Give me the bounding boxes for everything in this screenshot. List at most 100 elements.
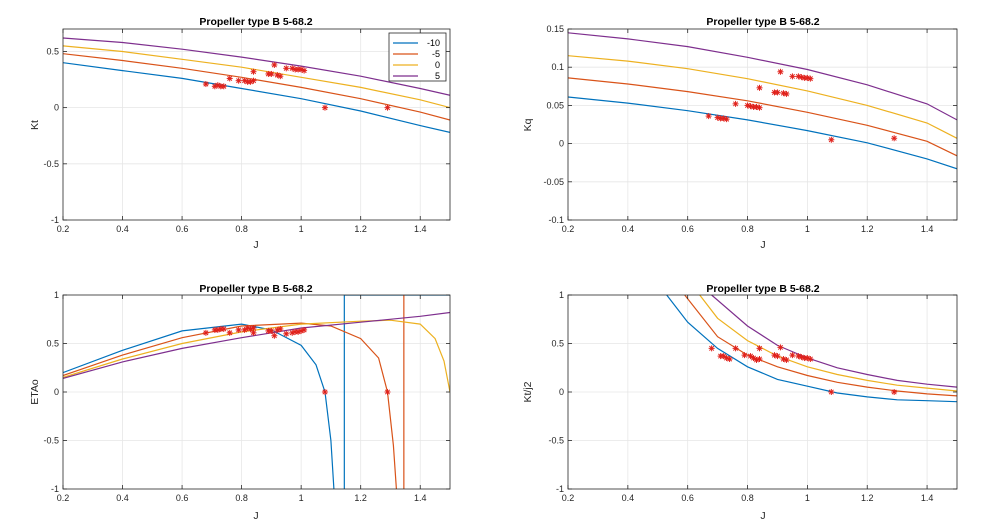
data-marker: [283, 330, 290, 337]
x-tick-label: 0.4: [116, 224, 129, 234]
marker-group: [705, 68, 898, 143]
data-marker: [268, 70, 275, 77]
x-tick-label: 0.8: [741, 224, 754, 234]
data-marker: [277, 325, 284, 332]
data-marker: [807, 75, 814, 82]
data-marker: [777, 344, 784, 351]
x-tick-label: 1.4: [921, 493, 934, 503]
data-marker: [220, 83, 227, 90]
data-marker: [774, 89, 781, 96]
y-axis-label: Kt/j2: [522, 381, 534, 402]
panel-title: Propeller type B 5-68.2: [199, 283, 312, 295]
x-tick-label: 0.8: [235, 224, 248, 234]
x-tick-label: 0.8: [235, 493, 248, 503]
data-marker: [723, 116, 730, 123]
data-marker: [250, 77, 257, 84]
data-marker: [321, 389, 328, 395]
y-tick-label: -0.5: [43, 159, 59, 169]
data-marker: [828, 136, 835, 143]
data-marker: [807, 356, 814, 363]
x-tick-label: 0.6: [176, 224, 189, 234]
series-line--10: [568, 96, 957, 170]
series-line--10: [666, 295, 957, 403]
series-line-0: [63, 319, 450, 393]
data-marker: [741, 352, 748, 359]
data-marker: [226, 329, 233, 336]
y-tick-label: 0.1: [551, 62, 564, 72]
marker-group: [202, 61, 391, 111]
legend-box: [388, 32, 447, 82]
x-tick-label: 1.2: [354, 493, 367, 503]
data-marker: [235, 77, 242, 84]
series-line-5: [711, 295, 957, 388]
series-line--5: [568, 77, 957, 157]
series-line-0: [699, 295, 957, 392]
x-tick-label: 0.4: [622, 224, 635, 234]
x-tick-label: 0.4: [622, 493, 635, 503]
series-line-0: [568, 55, 957, 139]
data-marker: [777, 68, 784, 75]
x-tick-label: 1: [299, 493, 304, 503]
panel-kq: Propeller type B 5-68.2 J Kq 0.2 0.4 0.6 0.…: [522, 16, 958, 251]
axes-box: [567, 28, 958, 221]
data-marker: [891, 135, 898, 142]
series-line--5: [63, 53, 450, 121]
axes-box: [62, 28, 451, 221]
legend-entry: 0: [393, 60, 440, 70]
x-axis-label: J: [253, 510, 258, 522]
panel-etao: Propeller type B 5-68.2 J ETAo 0.2 0.4 0.6…: [29, 283, 451, 522]
legend-label: -10: [427, 38, 440, 48]
x-axis-label: J: [760, 239, 765, 251]
plot-area: 0.2 0.4 0.6 0.8 1 1.2 1.4 -1 -0.5 0 0.5: [43, 28, 451, 234]
data-marker: [756, 356, 763, 363]
panel-ktj2: Propeller type B 5-68.2 J Kt/j2 0.2 0.4 0.…: [522, 283, 958, 522]
y-tick-label: -1: [51, 484, 59, 494]
data-marker: [756, 84, 763, 91]
legend-label: 0: [435, 60, 440, 70]
data-marker: [828, 389, 835, 395]
data-marker: [384, 104, 391, 111]
y-tick-label: 0: [54, 103, 59, 113]
y-tick-label: 0.5: [46, 339, 59, 349]
series-line--10: [63, 323, 335, 489]
y-tick-label: -0.05: [543, 177, 564, 187]
y-tick-label: 0: [559, 387, 564, 397]
series-line--5: [684, 295, 957, 397]
x-tick-label: 0.6: [176, 493, 189, 503]
x-tick-label: 1.2: [861, 493, 874, 503]
data-marker: [732, 345, 739, 352]
y-tick-label: -0.1: [548, 215, 564, 225]
y-tick-label: 1: [559, 290, 564, 300]
y-axis-label: ETAo: [29, 379, 41, 405]
marker-group: [202, 324, 391, 395]
y-tick-label: 0.5: [46, 46, 59, 56]
series-group: [666, 295, 957, 403]
data-marker: [220, 325, 227, 332]
data-marker: [384, 389, 391, 395]
legend-entry: -5: [393, 49, 440, 59]
data-marker: [226, 75, 233, 82]
y-axis-label: Kt: [29, 120, 41, 130]
legend: -10 -5 0 5: [388, 32, 447, 82]
x-tick-label: 0.2: [562, 224, 575, 234]
panel-kt: Propeller type B 5-68.2 J Kt 0.2 0.4 0.6 0.…: [29, 16, 451, 251]
series-line--5: [63, 322, 397, 489]
x-tick-label: 0.2: [562, 493, 575, 503]
data-marker: [202, 329, 209, 336]
x-tick-label: 0.6: [681, 224, 694, 234]
data-marker: [235, 326, 242, 333]
x-tick-label: 1.2: [861, 224, 874, 234]
series-line-5: [568, 32, 957, 121]
plot-area: 0.2 0.4 0.6 0.8 1 1.2 1.4 -1 -0.5 0 0.5 1: [548, 290, 958, 503]
x-tick-label: 1.4: [414, 493, 427, 503]
x-tick-label: 1.2: [354, 224, 367, 234]
x-tick-label: 0.2: [57, 493, 70, 503]
x-tick-label: 1: [805, 224, 810, 234]
data-marker: [708, 345, 715, 352]
marker-group: [708, 344, 898, 395]
x-tick-label: 1.4: [414, 224, 427, 234]
y-tick-label: 0: [54, 387, 59, 397]
data-marker: [774, 353, 781, 360]
